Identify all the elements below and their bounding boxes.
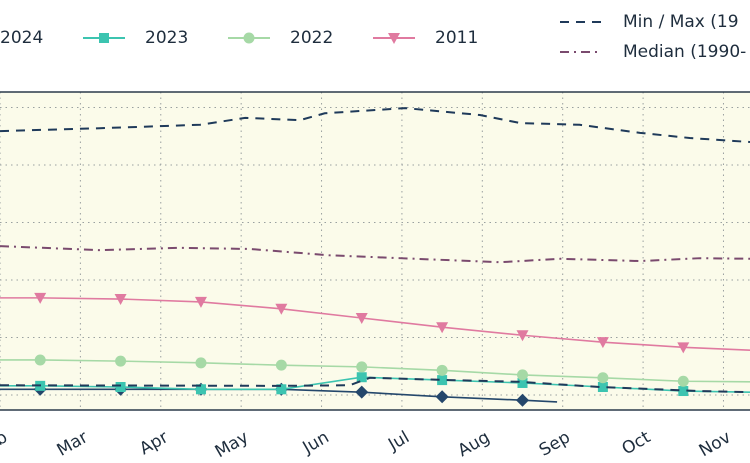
- legend-label: 2023: [145, 28, 188, 48]
- x-tick-label: Mar: [54, 427, 92, 460]
- marker: [435, 390, 449, 404]
- x-tick-label: Jul: [384, 427, 413, 455]
- x-tick-label: May: [212, 427, 252, 462]
- marker: [243, 32, 255, 44]
- marker: [517, 377, 528, 388]
- marker: [678, 386, 689, 397]
- marker: [356, 372, 367, 383]
- marker: [276, 384, 287, 395]
- marker: [516, 330, 529, 342]
- x-tick-label: Nov: [696, 427, 735, 461]
- marker: [195, 357, 207, 369]
- grid: [0, 92, 750, 410]
- x-tick-label: Sep: [536, 427, 574, 460]
- marker: [517, 369, 529, 381]
- line: [0, 107, 750, 144]
- x-tick-label: Oct: [619, 427, 655, 459]
- marker: [115, 355, 127, 367]
- marker: [388, 33, 400, 44]
- marker: [115, 381, 126, 392]
- marker: [194, 296, 207, 308]
- legend-label: Median (1990-: [623, 42, 746, 62]
- x-tick-label: Aug: [455, 427, 494, 461]
- marker: [34, 354, 46, 366]
- marker: [275, 303, 288, 315]
- marker: [114, 294, 127, 306]
- marker: [195, 384, 206, 395]
- marker: [596, 337, 609, 349]
- marker: [355, 312, 368, 324]
- marker: [516, 393, 530, 407]
- plot-background: [0, 92, 750, 410]
- line: [0, 245, 750, 264]
- marker: [677, 375, 689, 387]
- marker: [597, 372, 609, 384]
- plot-area: [0, 107, 750, 407]
- marker: [34, 292, 47, 304]
- marker: [436, 364, 448, 376]
- marker: [677, 342, 690, 354]
- x-tick-label: Jun: [299, 427, 333, 458]
- marker: [355, 385, 369, 399]
- marker: [437, 375, 448, 386]
- line: [0, 376, 750, 394]
- x-axis: eb Mar Apr May Jun Jul Aug Sep Oct Nov: [0, 427, 734, 462]
- marker: [436, 322, 449, 334]
- legend: 2024 2023 2022 2011 Min / Max (19 Median (199…: [0, 12, 746, 62]
- legend-label: 2022: [290, 28, 333, 48]
- x-tick-label: Apr: [136, 427, 171, 459]
- marker: [356, 361, 368, 373]
- x-tick-label: eb: [0, 427, 11, 455]
- legend-label: Min / Max (19: [623, 12, 739, 32]
- marker: [99, 33, 109, 43]
- marker: [275, 359, 287, 371]
- marker: [597, 381, 608, 392]
- legend-label: 2024: [0, 28, 43, 48]
- legend-label: 2011: [435, 28, 478, 48]
